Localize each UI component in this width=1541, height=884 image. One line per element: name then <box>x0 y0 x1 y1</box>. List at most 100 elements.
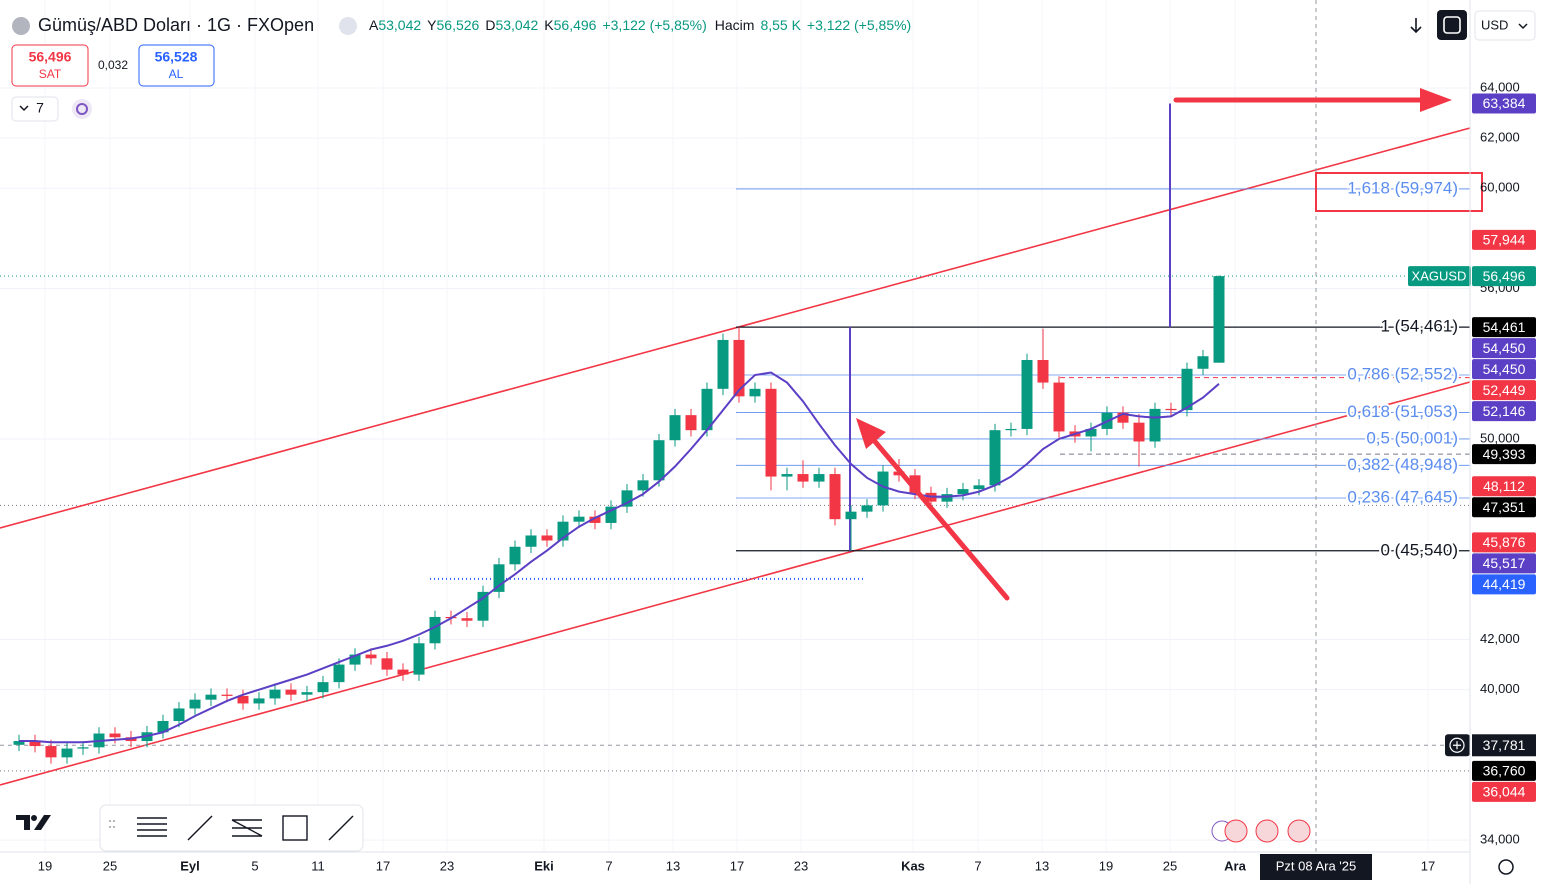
crosshair-plus <box>1449 737 1465 753</box>
price-label: 54,461 <box>1483 319 1526 335</box>
ohlc-value: 56,526 <box>437 17 480 33</box>
status-dot[interactable] <box>339 17 357 35</box>
candle-body <box>189 699 201 709</box>
candle-body <box>813 474 825 482</box>
y-tick-label: 40,000 <box>1480 681 1520 696</box>
tool-ray[interactable] <box>328 815 354 841</box>
indicators-toggle[interactable] <box>11 96 59 122</box>
event-icon[interactable] <box>1255 819 1279 843</box>
buy-button[interactable] <box>138 44 215 87</box>
candle-body <box>1213 276 1225 363</box>
candle-body <box>269 689 281 699</box>
highlight-box <box>1315 172 1483 212</box>
candle-body <box>765 388 777 477</box>
y-tick-label: 62,000 <box>1480 130 1520 145</box>
refresh-button[interactable] <box>72 99 92 119</box>
candle-body <box>989 430 1001 486</box>
volume: 8,55 K <box>760 17 801 33</box>
fullscreen-button[interactable] <box>1437 10 1467 40</box>
price-label-box <box>1472 338 1536 359</box>
price-label: 54,450 <box>1483 340 1526 356</box>
price-label: 45,876 <box>1483 534 1526 550</box>
ohlc-key: K <box>544 17 554 33</box>
tool-fib[interactable] <box>231 819 263 837</box>
x-tick-label: 13 <box>666 858 680 873</box>
ohlc-key: Y <box>427 17 437 33</box>
candle-body <box>509 546 521 565</box>
x-tick-label: 17 <box>376 858 390 873</box>
candle-body <box>1021 359 1033 429</box>
crosshair-y-box <box>1472 734 1536 757</box>
price-label-box <box>1472 401 1536 422</box>
buy-price: 56,528 <box>155 49 198 65</box>
moving-average <box>19 371 1220 744</box>
candle-body <box>845 511 857 520</box>
sell-button[interactable] <box>11 44 89 87</box>
ohlc-key: D <box>485 17 495 33</box>
candle-body <box>621 490 633 507</box>
fib-label: 0,382 (48,948) <box>1347 455 1458 474</box>
price-label: 48,112 <box>1483 478 1525 494</box>
sell-label: SAT <box>39 67 62 81</box>
candle-body <box>493 564 505 592</box>
price-label: 36,044 <box>1483 784 1526 800</box>
tool-trend[interactable] <box>187 815 213 841</box>
tool-rect[interactable] <box>282 815 308 841</box>
y-tick-label: 42,000 <box>1480 631 1520 646</box>
tool-lines[interactable] <box>137 817 167 837</box>
candle-body <box>365 654 377 659</box>
candle-body <box>301 692 313 695</box>
candle-body <box>1085 428 1097 437</box>
x-tick-label: 7 <box>605 858 612 873</box>
candle-body <box>557 521 569 541</box>
crosshair-x-box <box>1260 854 1372 880</box>
channel-line <box>0 381 1471 786</box>
fib-label: 0,786 (52,552) <box>1347 364 1458 383</box>
change: +3,122 (+5,85%) <box>602 17 706 33</box>
price-label-box <box>1472 266 1536 287</box>
fib-label: 0,236 (47,645) <box>1347 487 1458 506</box>
annotations <box>856 88 1483 601</box>
price-label-box <box>1472 380 1536 401</box>
price-label-box <box>1472 317 1536 338</box>
candle-body <box>29 741 41 747</box>
candle-body <box>941 494 953 502</box>
x-tick-label: 13 <box>1035 858 1049 873</box>
candle-body <box>45 746 57 758</box>
price-label-box <box>1472 497 1536 518</box>
event-icon[interactable] <box>1287 819 1311 843</box>
candle-body <box>733 339 745 397</box>
symbol-icon <box>12 17 30 35</box>
price-label-box <box>1472 553 1536 574</box>
price-label-box <box>1472 359 1536 380</box>
fullscreen-icon <box>1443 16 1461 34</box>
candle-body <box>429 616 441 644</box>
volume-label: Hacim <box>715 17 755 33</box>
candle-body <box>525 535 537 547</box>
price-label: 49,393 <box>1483 446 1526 462</box>
settings-button[interactable] <box>1498 859 1514 875</box>
download-button[interactable] <box>1410 18 1422 34</box>
top-controls: USD <box>1410 10 1536 41</box>
price-label: 56,496 <box>1483 268 1526 284</box>
price-label: 36,760 <box>1483 763 1526 779</box>
price-label: 57,944 <box>1483 232 1526 248</box>
price-label-box <box>1472 93 1536 114</box>
plot: 1,618 (59,974) 1 (54,461) 0,786 (52,552) 0,… <box>0 0 1471 852</box>
event-icon[interactable] <box>1224 819 1248 843</box>
candle-body <box>1197 356 1209 369</box>
x-tick-label: 23 <box>794 858 808 873</box>
candle-body <box>317 682 329 693</box>
buy-label: AL <box>169 67 184 81</box>
currency-select[interactable] <box>1474 10 1536 41</box>
x-tick-label: Kas <box>901 858 925 873</box>
candle-body <box>333 664 345 683</box>
time-axis: 19 25 Eyl 5 11 17 23 Eki 7 13 17 23 Kas 7 13 19 25 Ara 17 P… <box>38 854 1435 880</box>
ohlc-value: 56,496 <box>554 17 597 33</box>
fib-label: 1 (54,461) <box>1381 317 1459 336</box>
x-tick-label: 7 <box>974 858 981 873</box>
price-label: 44,419 <box>1483 576 1526 592</box>
candle-body <box>1037 359 1049 383</box>
drag-handle[interactable] <box>109 820 115 828</box>
